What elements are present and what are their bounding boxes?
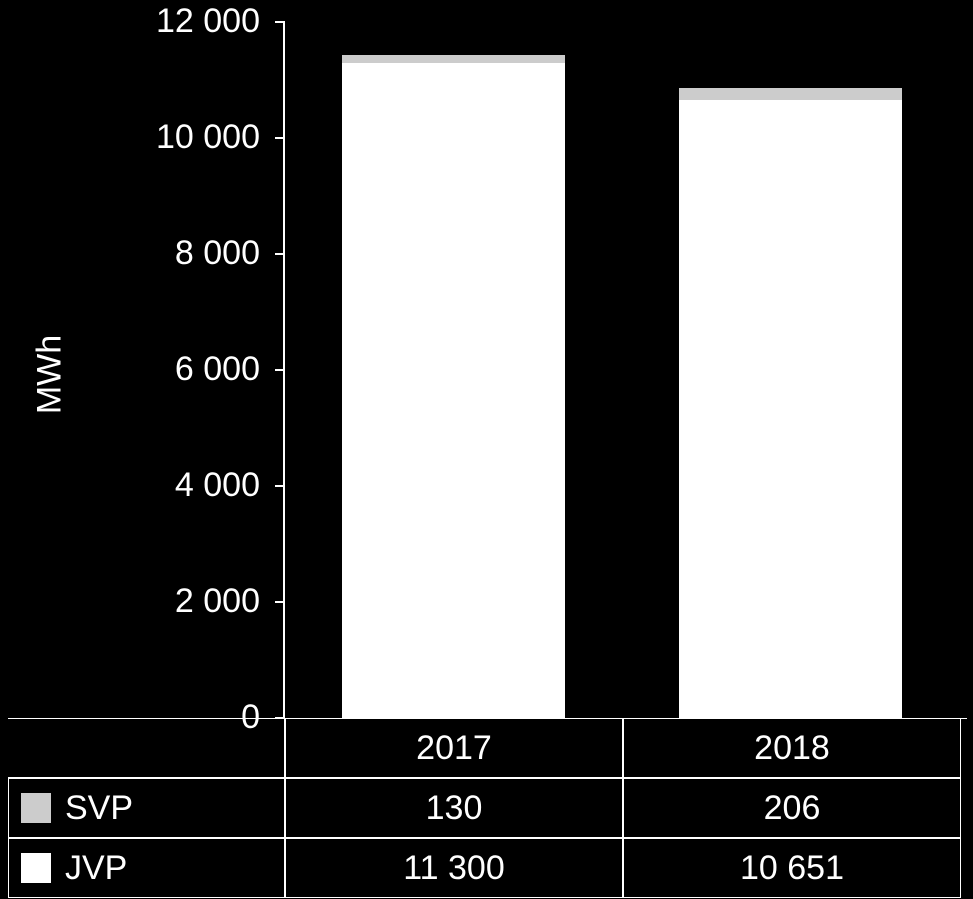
- table-header-2017: 2017: [285, 718, 623, 778]
- bar-segment: [342, 63, 564, 718]
- legend-label: SVP: [65, 789, 133, 828]
- plot-area: [285, 22, 959, 718]
- table-header-row: 2017 2018: [8, 718, 967, 778]
- y-tick-label: 8 000: [130, 234, 260, 273]
- data-table: 2017 2018 SVP 130 206 JVP 11 300 10 651: [8, 718, 967, 898]
- y-tick-label: 12 000: [130, 2, 260, 41]
- table-cell: 11 300: [285, 838, 623, 898]
- chart-container: MWh 02 0004 0006 0008 00010 00012 000 20…: [0, 0, 973, 899]
- legend-jvp: JVP: [8, 838, 285, 898]
- bar-segment: [342, 55, 564, 63]
- table-cell: 130: [285, 778, 623, 838]
- table-header-2018: 2018: [623, 718, 961, 778]
- table-row: JVP 11 300 10 651: [8, 838, 967, 898]
- bar-segment: [679, 100, 901, 718]
- table-header-blank: [8, 718, 285, 778]
- table-row: SVP 130 206: [8, 778, 967, 838]
- y-tick-label: 10 000: [130, 118, 260, 157]
- y-tick-label: 6 000: [130, 350, 260, 389]
- jvp-swatch-icon: [21, 853, 51, 883]
- svp-swatch-icon: [21, 793, 51, 823]
- table-cell: 10 651: [623, 838, 961, 898]
- y-tick-label: 4 000: [130, 466, 260, 505]
- y-axis-label: MWh: [31, 315, 70, 435]
- legend-svp: SVP: [8, 778, 285, 838]
- table-cell: 206: [623, 778, 961, 838]
- legend-label: JVP: [65, 849, 127, 888]
- y-tick-label: 2 000: [130, 582, 260, 621]
- bar-segment: [679, 88, 901, 100]
